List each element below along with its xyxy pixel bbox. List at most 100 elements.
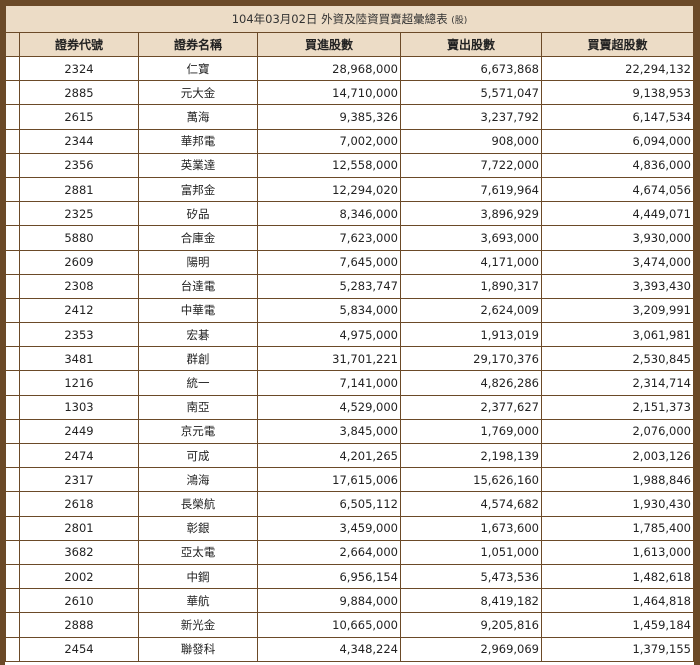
buy-shares: 17,615,006 (257, 467, 401, 493)
table-row: 2317 鴻海 17,615,006 15,626,160 1,988,846 (5, 467, 694, 493)
table-row: 2449 京元電 3,845,000 1,769,000 2,076,000 (5, 418, 694, 445)
net-shares: 1,613,000 (541, 539, 694, 565)
net-shares: 1,930,430 (541, 491, 694, 517)
buy-shares: 2,664,000 (257, 539, 401, 565)
sell-shares: 4,574,682 (400, 491, 542, 517)
stock-name: 鴻海 (138, 467, 258, 493)
net-shares: 2,076,000 (541, 418, 694, 445)
sell-shares: 1,769,000 (400, 418, 542, 445)
net-shares: 22,294,132 (541, 55, 694, 82)
sell-shares: 1,051,000 (400, 539, 542, 565)
stock-name: 南亞 (138, 394, 258, 420)
stock-name: 聯發科 (138, 636, 258, 662)
stock-code: 2412 (19, 297, 139, 324)
stock-code: 2353 (19, 322, 139, 348)
sell-shares: 2,198,139 (400, 442, 542, 469)
buy-shares: 9,884,000 (257, 588, 401, 614)
row-spacer (5, 128, 20, 154)
stock-name: 英業達 (138, 152, 258, 178)
stock-name: 京元電 (138, 418, 258, 445)
net-shares: 9,138,953 (541, 80, 694, 106)
buy-shares: 9,385,326 (257, 104, 401, 130)
table-row: 2618 長榮航 6,505,112 4,574,682 1,930,430 (5, 491, 694, 517)
stock-code: 2324 (19, 55, 139, 82)
stock-code: 2474 (19, 442, 139, 469)
table-row: 2801 彰銀 3,459,000 1,673,600 1,785,400 (5, 515, 694, 541)
table-row: 3481 群創 31,701,221 29,170,376 2,530,845 (5, 346, 694, 372)
table-row: 2881 富邦金 12,294,020 7,619,964 4,674,056 (5, 176, 694, 203)
buy-shares: 7,623,000 (257, 225, 401, 251)
net-shares: 2,151,373 (541, 394, 694, 420)
stock-code: 2449 (19, 418, 139, 445)
sell-shares: 3,693,000 (400, 225, 542, 251)
buy-shares: 8,346,000 (257, 201, 401, 227)
table-row: 2324 仁寶 28,968,000 6,673,868 22,294,132 (5, 55, 694, 82)
table-row: 2885 元大金 14,710,000 5,571,047 9,138,953 (5, 80, 694, 106)
row-spacer (5, 539, 20, 565)
row-spacer (5, 418, 20, 445)
sell-shares: 4,171,000 (400, 249, 542, 275)
row-spacer (5, 273, 20, 299)
table-row: 2888 新光金 10,665,000 9,205,816 1,459,184 (5, 612, 694, 638)
net-shares: 6,147,534 (541, 104, 694, 130)
stock-name: 亞太電 (138, 539, 258, 565)
sell-shares: 29,170,376 (400, 346, 542, 372)
sell-shares: 8,419,182 (400, 588, 542, 614)
row-spacer (5, 249, 20, 275)
stock-code: 5880 (19, 225, 139, 251)
table-row: 2353 宏碁 4,975,000 1,913,019 3,061,981 (5, 322, 694, 348)
sell-shares: 4,826,286 (400, 370, 542, 396)
table-row: 2610 華航 9,884,000 8,419,182 1,464,818 (5, 588, 694, 614)
table-row: 2325 矽品 8,346,000 3,896,929 4,449,071 (5, 201, 694, 227)
title-text: 104年03月02日 外資及陸資買賣超彙總表 (231, 12, 448, 26)
stock-name: 華邦電 (138, 128, 258, 154)
header-code: 證券代號 (19, 32, 139, 57)
sell-shares: 3,237,792 (400, 104, 542, 130)
net-shares: 3,061,981 (541, 322, 694, 348)
table-title-row: 104年03月02日 外資及陸資買賣超彙總表 (股) (5, 5, 694, 33)
net-shares: 2,530,845 (541, 346, 694, 372)
stock-code: 2801 (19, 515, 139, 541)
sell-shares: 7,619,964 (400, 176, 542, 203)
row-spacer (5, 370, 20, 396)
stock-code: 2618 (19, 491, 139, 517)
row-spacer (5, 563, 20, 590)
buy-shares: 4,348,224 (257, 636, 401, 662)
stock-name: 中鋼 (138, 563, 258, 590)
stock-name: 統一 (138, 370, 258, 396)
stock-code: 2308 (19, 273, 139, 299)
stock-code: 2888 (19, 612, 139, 638)
buy-shares: 14,710,000 (257, 80, 401, 106)
net-shares: 2,314,714 (541, 370, 694, 396)
net-shares: 6,094,000 (541, 128, 694, 154)
row-spacer (5, 104, 20, 130)
table-row: 2454 聯發科 4,348,224 2,969,069 1,379,155 (5, 636, 694, 662)
row-spacer (5, 442, 20, 469)
stock-name: 陽明 (138, 249, 258, 275)
sell-shares: 2,969,069 (400, 636, 542, 662)
net-shares: 3,474,000 (541, 249, 694, 275)
stock-code: 2885 (19, 80, 139, 106)
stock-name: 仁寶 (138, 55, 258, 82)
table-row: 3682 亞太電 2,664,000 1,051,000 1,613,000 (5, 539, 694, 565)
header-name: 證券名稱 (138, 32, 258, 57)
row-spacer (5, 176, 20, 203)
row-spacer (5, 636, 20, 662)
row-spacer (5, 394, 20, 420)
stock-code: 2317 (19, 467, 139, 493)
table-row: 2609 陽明 7,645,000 4,171,000 3,474,000 (5, 249, 694, 275)
buy-shares: 10,665,000 (257, 612, 401, 638)
stock-code: 2002 (19, 563, 139, 590)
table-row: 2356 英業達 12,558,000 7,722,000 4,836,000 (5, 152, 694, 178)
net-shares: 1,379,155 (541, 636, 694, 662)
buy-shares: 3,845,000 (257, 418, 401, 445)
stock-code: 2454 (19, 636, 139, 662)
stock-name: 彰銀 (138, 515, 258, 541)
stock-code: 2881 (19, 176, 139, 203)
header-buy: 買進股數 (257, 32, 401, 57)
buy-shares: 4,529,000 (257, 394, 401, 420)
net-shares: 1,464,818 (541, 588, 694, 614)
buy-shares: 5,283,747 (257, 273, 401, 299)
net-shares: 1,459,184 (541, 612, 694, 638)
buy-shares: 7,141,000 (257, 370, 401, 396)
